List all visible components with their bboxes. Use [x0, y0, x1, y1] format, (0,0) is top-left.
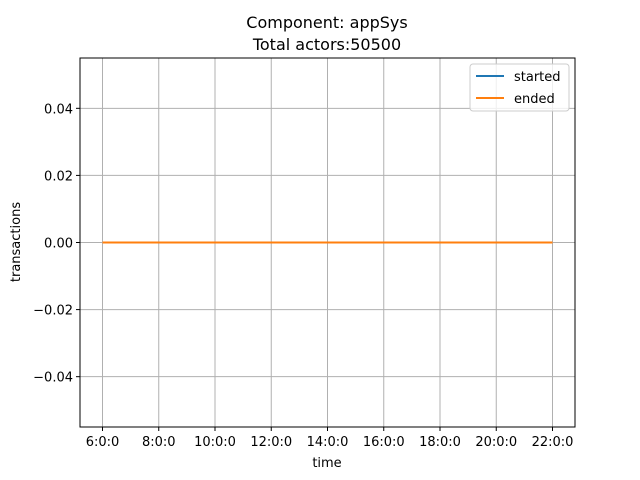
y-axis-label: transactions [9, 202, 24, 282]
x-tick-label: 8:0:0 [142, 435, 176, 450]
legend-label-started: started [514, 70, 561, 85]
y-axis-ticks: −0.04 −0.02 0.00 0.02 0.04 [33, 102, 80, 386]
legend-label-ended: ended [514, 92, 555, 107]
y-tick-label: 0.02 [44, 169, 73, 184]
x-tick-label: 22:0:0 [532, 435, 574, 450]
x-tick-label: 16:0:0 [363, 435, 405, 450]
x-tick-label: 12:0:0 [250, 435, 292, 450]
y-tick-label: 0.04 [44, 102, 73, 117]
x-tick-label: 14:0:0 [307, 435, 349, 450]
chart-legend: started ended [469, 63, 570, 112]
x-tick-label: 20:0:0 [475, 435, 517, 450]
y-tick-label: −0.02 [33, 304, 73, 319]
x-tick-label: 18:0:0 [419, 435, 461, 450]
x-axis-ticks: 6:0:0 8:0:0 10:0:0 12:0:0 14:0:0 16:0:0 18:0:0… [86, 427, 574, 450]
chart-title-line-1: Component: appSys [246, 13, 407, 32]
y-tick-label: 0.00 [44, 237, 73, 252]
y-tick-label: −0.04 [33, 371, 73, 386]
x-axis-label: time [312, 456, 341, 471]
x-tick-label: 6:0:0 [86, 435, 120, 450]
chart-title-line-2: Total actors:50500 [252, 35, 401, 54]
x-tick-label: 10:0:0 [194, 435, 236, 450]
